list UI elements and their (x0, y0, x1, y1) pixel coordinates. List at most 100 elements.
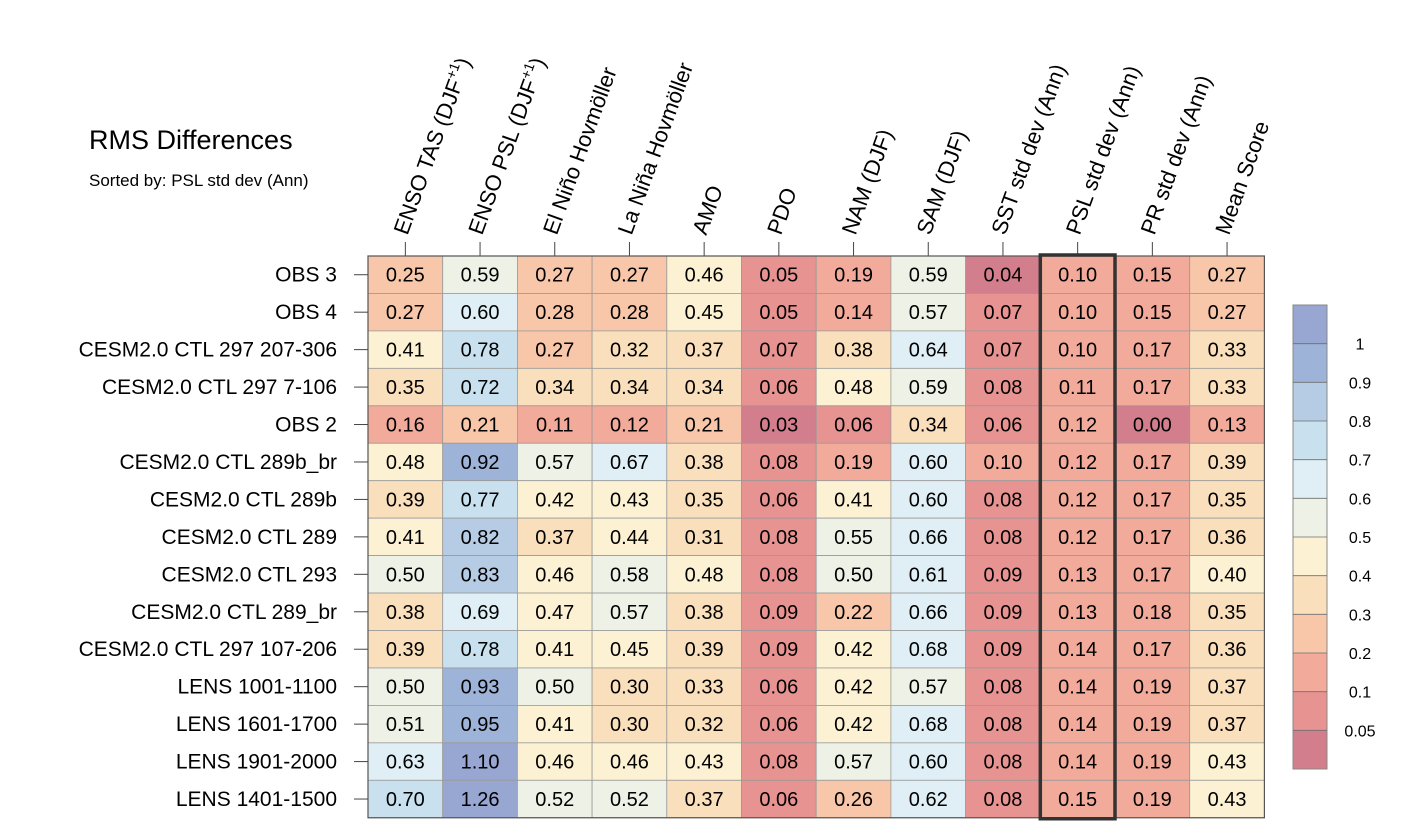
cell-value: 0.28 (610, 302, 649, 324)
cell-value: 0.82 (461, 527, 500, 549)
heatmap-cell (517, 330, 593, 369)
colorbar-segment (1293, 498, 1327, 537)
column-labels: ENSO TAS (DJF+1)ENSO PSL (DJF+1)El Niño … (387, 53, 1274, 256)
heatmap-cell (815, 705, 892, 744)
heatmap-cell (1039, 293, 1116, 332)
heatmap-cell (815, 667, 892, 706)
cell-value: 0.27 (1208, 302, 1247, 324)
cell-value: 0.60 (909, 752, 948, 774)
heatmap-cell (815, 742, 892, 781)
cell-value: 0.08 (983, 527, 1022, 549)
cell-value: 0.32 (610, 340, 649, 362)
heatmap-cell (666, 293, 742, 332)
row-label: LENS 1401-1500 (176, 788, 337, 811)
cell-value: 0.46 (535, 752, 574, 774)
heatmap-cell (442, 667, 518, 706)
heatmap-cell (1114, 293, 1191, 332)
cell-value: 0.10 (1058, 265, 1097, 287)
heatmap-cell (442, 367, 518, 407)
column-label: Mean Score (1210, 118, 1274, 238)
cell-value: 0.08 (983, 714, 1022, 736)
heatmap-cell (517, 705, 593, 744)
colorbar-label: 1 (1356, 337, 1365, 354)
heatmap-cell (965, 742, 1041, 781)
column-label: ENSO PSL (DJF+1) (461, 53, 550, 237)
row-labels: OBS 3 OBS 4 CESM2.0 CTL 297 207-306 CESM2.0… (79, 264, 368, 811)
cell-value: 0.21 (461, 415, 500, 437)
cell-value: 0.50 (834, 564, 873, 586)
heatmap-cell (1114, 742, 1191, 781)
cell-value: 0.27 (610, 265, 649, 287)
heatmap-cell (815, 442, 892, 482)
column-label: ENSO TAS (DJF+1) (387, 53, 476, 237)
heatmap-cell (1039, 330, 1116, 369)
heatmap-cell (517, 480, 593, 519)
column-label-text: SST std dev (Ann) (986, 61, 1071, 238)
cell-value: 0.34 (685, 377, 724, 399)
column-label: NAM (DJF) (837, 126, 898, 238)
cell-value: 0.13 (1058, 564, 1097, 586)
colorbar-label: 0.4 (1349, 569, 1371, 586)
cell-value: 0.46 (685, 265, 724, 287)
cell-value: 0.36 (1208, 527, 1247, 549)
cell-value: 0.35 (685, 489, 724, 511)
heatmap-cell (890, 480, 967, 519)
colorbar-label: 0.2 (1349, 646, 1371, 663)
colorbar-segment (1293, 537, 1327, 576)
cell-value: 0.36 (1208, 639, 1247, 661)
cell-value: 0.38 (834, 340, 873, 362)
cell-value: 0.78 (461, 639, 500, 661)
heatmap-cell (517, 630, 593, 669)
cell-value: 0.41 (535, 639, 574, 661)
colorbar-segment (1293, 614, 1327, 653)
heatmap-cell (666, 405, 742, 444)
cell-value: 0.35 (1208, 602, 1247, 624)
heatmap-cell (591, 330, 668, 369)
cell-value: 0.83 (461, 564, 500, 586)
cell-value: 0.09 (983, 564, 1022, 586)
cell-value: 0.34 (535, 377, 574, 399)
cell-value: 0.66 (909, 527, 948, 549)
column-label-text: PDO (762, 184, 802, 237)
row-label: LENS 1901-2000 (176, 751, 337, 774)
cell-value: 0.37 (535, 527, 574, 549)
column-label-text: SAM (DJF) (911, 127, 972, 238)
heatmap-cell (591, 442, 668, 482)
cell-value: 0.70 (386, 789, 425, 811)
cell-value: 0.95 (461, 714, 500, 736)
cell-value: 0.14 (1058, 714, 1097, 736)
cell-value: 0.06 (759, 677, 798, 699)
heatmap-cell (591, 255, 668, 294)
row-label: CESM2.0 CTL 293 (162, 563, 337, 586)
column-label: PR std dev (Ann) (1136, 72, 1217, 238)
heatmap-cell (666, 480, 742, 519)
cell-value: 0.40 (1208, 564, 1247, 586)
cell-value: 0.14 (834, 302, 873, 324)
cell-value: 0.50 (386, 677, 425, 699)
column-label: AMO (687, 182, 728, 238)
heatmap-cell (1189, 555, 1265, 594)
row-label: LENS 1001-1100 (177, 676, 337, 699)
cell-value: 0.43 (610, 489, 649, 511)
cell-value: 0.00 (1133, 415, 1172, 437)
cell-value: 0.42 (834, 639, 873, 661)
row-label: OBS 3 (275, 264, 337, 287)
cell-value: 0.43 (685, 752, 724, 774)
cell-value: 0.12 (1058, 415, 1097, 437)
cell-value: 0.12 (610, 415, 649, 437)
cell-value: 0.13 (1058, 602, 1097, 624)
cell-value: 0.57 (909, 677, 948, 699)
heatmap-cell (1189, 442, 1265, 482)
column-label: PSL std dev (Ann) (1061, 62, 1145, 238)
heatmap-cell (965, 517, 1041, 557)
colorbar: 1 0.9 0.8 0.7 0.6 0.5 0.4 0.3 0.2 0.1 0.05 (1292, 304, 1376, 770)
cell-value: 0.27 (1208, 265, 1247, 287)
heatmap-cell (1039, 555, 1116, 594)
cell-value: 0.62 (909, 789, 948, 811)
heatmap-cell (517, 742, 593, 781)
row-label: CESM2.0 CTL 289b (150, 488, 337, 511)
heatmap-cell (666, 630, 742, 669)
cell-value: 0.68 (909, 714, 948, 736)
cell-value: 0.09 (983, 602, 1022, 624)
